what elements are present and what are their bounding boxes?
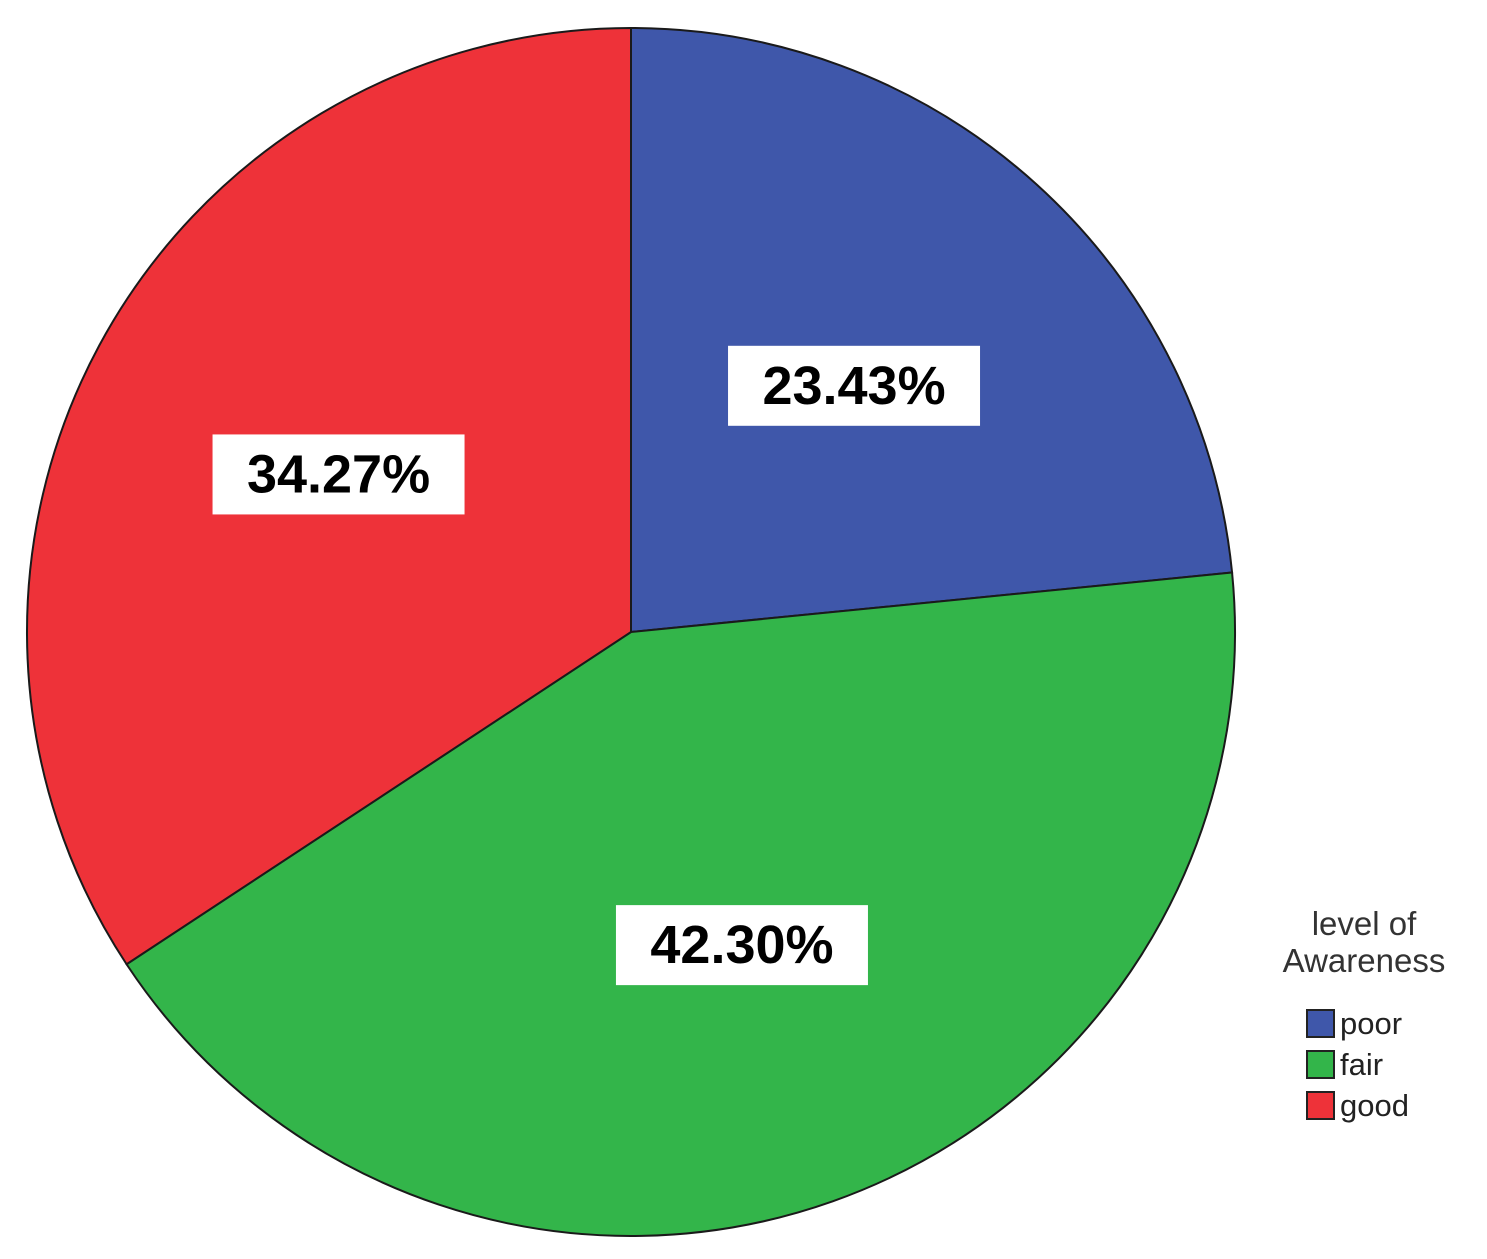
data-labels-layer: 23.43% 42.30% 34.27% bbox=[212, 345, 981, 986]
pie-slice-poor bbox=[630, 26, 1234, 634]
data-label-text-fair: 42.30% bbox=[650, 915, 833, 975]
data-label-good: 34.27% bbox=[212, 434, 465, 515]
legend-item-poor: poor bbox=[1306, 1003, 1478, 1044]
legend-title: level of Awareness bbox=[1282, 905, 1446, 979]
legend-swatch-poor bbox=[1306, 1009, 1335, 1038]
legend-swatch-good bbox=[1306, 1091, 1335, 1120]
data-label-poor: 23.43% bbox=[728, 345, 981, 426]
data-label-text-good: 34.27% bbox=[247, 444, 430, 504]
legend-item-good: good bbox=[1306, 1085, 1478, 1126]
legend-label-fair: fair bbox=[1340, 1046, 1384, 1082]
data-label-box-fair bbox=[615, 905, 868, 986]
data-label-box-poor bbox=[728, 345, 981, 426]
slices-layer bbox=[26, 26, 1236, 1237]
legend-item-fair: fair bbox=[1306, 1044, 1478, 1085]
data-label-box-good bbox=[212, 434, 465, 515]
data-label-fair: 42.30% bbox=[615, 905, 868, 986]
legend-label-poor: poor bbox=[1340, 1005, 1403, 1041]
legend-label-good: good bbox=[1340, 1087, 1409, 1123]
legend-swatch-fair bbox=[1306, 1050, 1335, 1079]
pie-slice-fair bbox=[125, 571, 1236, 1237]
data-label-text-poor: 23.43% bbox=[762, 356, 945, 416]
legend: level of Awareness poor fair good bbox=[1258, 905, 1478, 1126]
